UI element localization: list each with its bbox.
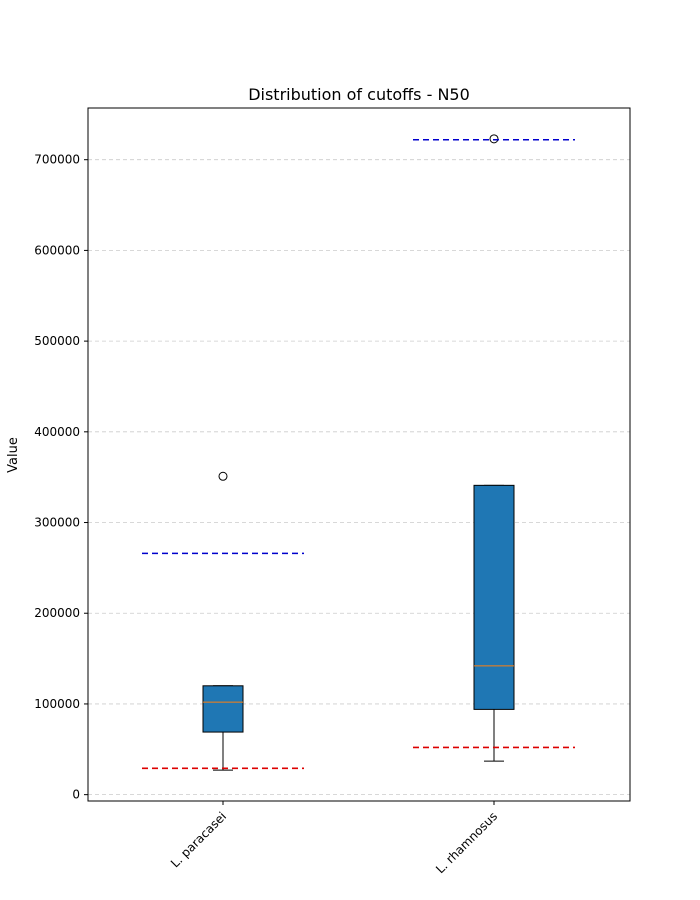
y-axis: 0 100000 200000 300000 400000 500000 600000 700… xyxy=(34,153,88,802)
threshold-lines xyxy=(142,138,575,770)
box-iqr xyxy=(473,484,515,710)
outlier-point xyxy=(489,134,499,144)
y-tick-label: 200000 xyxy=(34,606,80,620)
y-tick-label: 100000 xyxy=(34,697,80,711)
box-group xyxy=(473,134,515,762)
y-tick-label: 700000 xyxy=(34,153,80,167)
box-group xyxy=(202,471,244,771)
y-gridlines xyxy=(88,159,630,796)
y-tick-label: 500000 xyxy=(34,334,80,348)
y-tick-label: 0 xyxy=(72,788,80,802)
y-tick-label: 300000 xyxy=(34,516,80,530)
plot-frame xyxy=(87,107,631,802)
box-iqr xyxy=(202,685,244,733)
outlier-point xyxy=(218,471,228,481)
y-tick-label: 600000 xyxy=(34,243,80,257)
chart-title: Distribution of cutoffs - N50 xyxy=(248,85,470,104)
box-series xyxy=(202,134,515,771)
y-tick-label: 400000 xyxy=(34,425,80,439)
y-axis-label: Value xyxy=(6,437,21,473)
